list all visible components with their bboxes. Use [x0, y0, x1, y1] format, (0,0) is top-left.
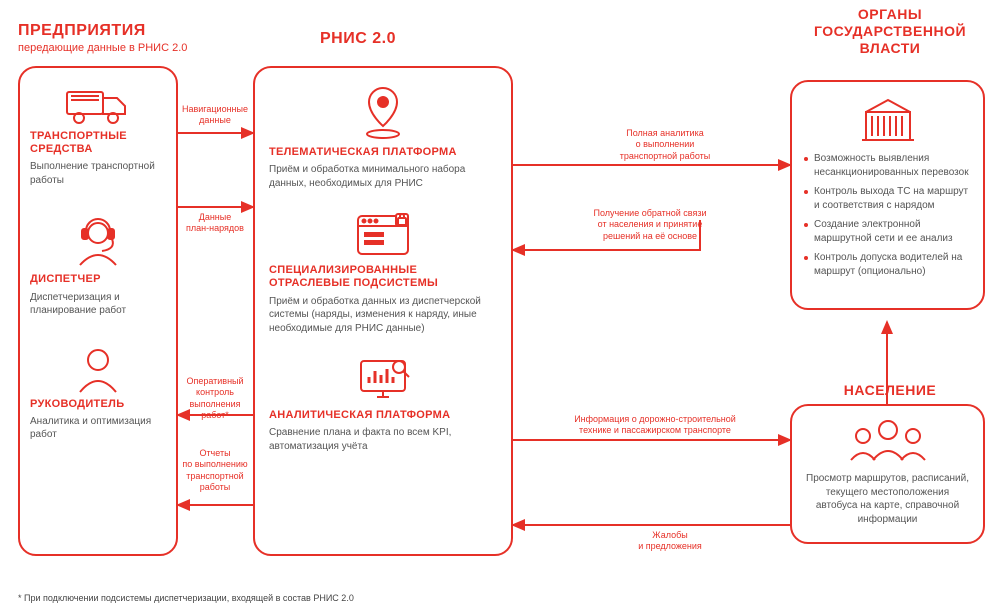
- population-desc: Просмотр маршрутов, расписаний, текущего…: [804, 472, 971, 526]
- subsystems-desc: Приём и обработка данных из диспетчерско…: [269, 295, 497, 336]
- center-title: РНИС 2.0: [320, 30, 396, 48]
- edge-op-control: Оперативный контроль выполнения работ*: [176, 376, 254, 421]
- telematics-block: ТЕЛЕМАТИЧЕСКАЯ ПЛАТФОРМА Приём и обработ…: [269, 84, 497, 190]
- gov-list: Возможность выявления несанкционированны…: [804, 152, 971, 278]
- telematics-desc: Приём и обработка минимального набора да…: [269, 163, 497, 190]
- telematics-title: ТЕЛЕМАТИЧЕСКАЯ ПЛАТФОРМА: [269, 146, 497, 159]
- gov-item: Контроль выхода ТС на маршрут и соответс…: [804, 185, 971, 212]
- browser-lock-icon: [269, 210, 497, 258]
- gov-title: ОРГАНЫ ГОСУДАРСТВЕННОЙ ВЛАСТИ: [800, 6, 980, 56]
- edge-reports: Отчеты по выполнению транспортной работы: [176, 448, 254, 493]
- analytics-desc: Сравнение плана и факта по всем KPI, авт…: [269, 426, 497, 453]
- edge-road-info: Информация о дорожно-строительной техник…: [540, 414, 770, 437]
- transport-block: ТРАНСПОРТНЫЕ СРЕДСТВА Выполнение транспо…: [30, 82, 166, 187]
- edge-complaints: Жалобы и предложения: [610, 530, 730, 553]
- gov-item: Возможность выявления несанкционированны…: [804, 152, 971, 179]
- analytics-title: АНАЛИТИЧЕСКАЯ ПЛАТФОРМА: [269, 409, 497, 422]
- gov-building-icon: [804, 94, 971, 144]
- manager-title: РУКОВОДИТЕЛЬ: [30, 398, 166, 411]
- transport-desc: Выполнение транспортной работы: [30, 160, 166, 187]
- gov-item: Контроль допуска водителей на маршрут (о…: [804, 251, 971, 278]
- edge-nav-data: Навигационные данные: [180, 104, 250, 127]
- truck-icon: [30, 82, 166, 126]
- footnote: * При подключении подсистемы диспетчериз…: [18, 593, 354, 603]
- people-icon: [804, 416, 971, 466]
- left-title: ПРЕДПРИЯТИЯ: [18, 22, 187, 40]
- dispatcher-icon: [30, 213, 166, 269]
- dispatcher-desc: Диспетчеризация и планирование работ: [30, 291, 166, 318]
- pin-icon: [269, 84, 497, 140]
- transport-title: ТРАНСПОРТНЫЕ СРЕДСТВА: [30, 130, 166, 156]
- gov-item: Создание электронной маршрутной сети и е…: [804, 218, 971, 245]
- gov-panel: Возможность выявления несанкционированны…: [790, 80, 985, 310]
- edge-plan-data: Данные план-нарядов: [180, 212, 250, 235]
- manager-icon: [30, 344, 166, 394]
- edge-full-analytics: Полная аналитика о выполнении транспортн…: [590, 128, 740, 162]
- subsystems-block: СПЕЦИАЛИЗИРОВАННЫЕ ОТРАСЛЕВЫЕ ПОДСИСТЕМЫ…: [269, 210, 497, 335]
- left-subtitle: передающие данные в РНИС 2.0: [18, 42, 187, 54]
- enterprises-panel: ТРАНСПОРТНЫЕ СРЕДСТВА Выполнение транспо…: [18, 66, 178, 556]
- subsystems-title: СПЕЦИАЛИЗИРОВАННЫЕ ОТРАСЛЕВЫЕ ПОДСИСТЕМЫ: [269, 264, 497, 290]
- dispatcher-block: ДИСПЕТЧЕР Диспетчеризация и планирование…: [30, 213, 166, 317]
- edge-feedback: Получение обратной связи от населения и …: [560, 208, 740, 242]
- dispatcher-title: ДИСПЕТЧЕР: [30, 273, 166, 286]
- manager-desc: Аналитика и оптимизация работ: [30, 415, 166, 442]
- population-panel: Просмотр маршрутов, расписаний, текущего…: [790, 404, 985, 544]
- pop-title: НАСЕЛЕНИЕ: [820, 382, 960, 398]
- analytics-block: АНАЛИТИЧЕСКАЯ ПЛАТФОРМА Сравнение плана …: [269, 355, 497, 453]
- rnis-panel: ТЕЛЕМАТИЧЕСКАЯ ПЛАТФОРМА Приём и обработ…: [253, 66, 513, 556]
- analytics-icon: [269, 355, 497, 403]
- manager-block: РУКОВОДИТЕЛЬ Аналитика и оптимизация раб…: [30, 344, 166, 442]
